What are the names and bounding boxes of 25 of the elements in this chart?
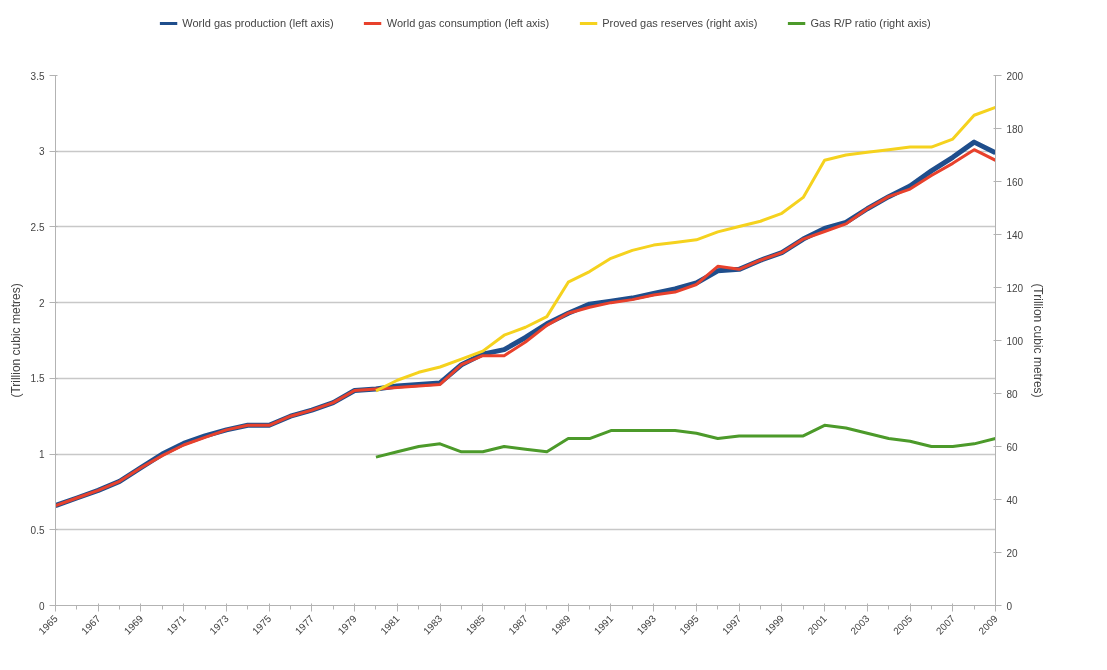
- y2-tick-label: 140: [1006, 229, 1024, 241]
- y2-tick-label: 180: [1006, 123, 1024, 135]
- y-tick-label: 1.5: [30, 373, 45, 385]
- y2-tick-label: 0: [1006, 600, 1013, 612]
- y2-tick-label: 160: [1006, 176, 1024, 188]
- legend-label: Proved gas reserves (right axis): [602, 16, 758, 29]
- y2-tick-label: 20: [1006, 547, 1019, 559]
- legend-label: World gas consumption (left axis): [386, 16, 550, 29]
- y-tick-label: 0.5: [30, 524, 45, 536]
- y-tick-label: 0: [38, 600, 45, 612]
- y-tick-label: 1: [38, 449, 45, 461]
- y-tick-label: 2: [38, 297, 45, 309]
- legend-label: Gas R/P ratio (right axis): [810, 16, 931, 29]
- y-axis-title: (Trillion cubic metres): [8, 283, 23, 398]
- legend-label: World gas production (left axis): [182, 16, 334, 29]
- y2-tick-label: 100: [1006, 335, 1024, 347]
- y-tick-label: 2.5: [30, 221, 45, 233]
- y2-tick-label: 80: [1006, 388, 1019, 400]
- y2-tick-label: 40: [1006, 494, 1019, 506]
- y-tick-label: 3.5: [30, 70, 45, 82]
- y2-tick-label: 120: [1006, 282, 1024, 294]
- y-tick-label: 3: [38, 146, 45, 158]
- y2-tick-label: 200: [1006, 70, 1024, 82]
- y2-axis-title: (Trillion cubic metres): [1031, 283, 1046, 398]
- y2-tick-label: 60: [1006, 441, 1019, 453]
